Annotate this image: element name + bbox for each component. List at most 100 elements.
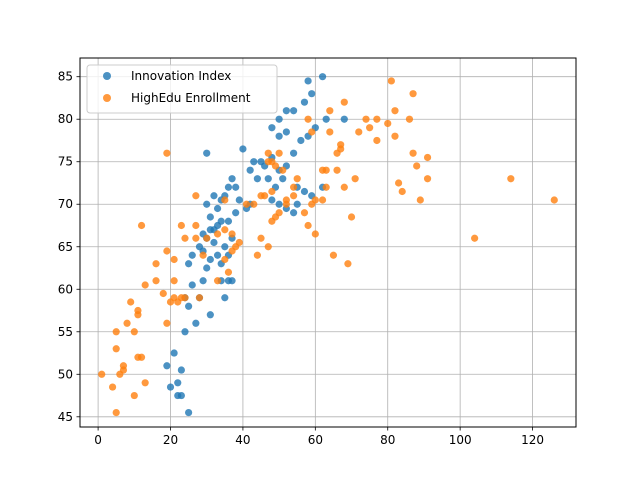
scatter-point bbox=[373, 115, 381, 123]
scatter-point bbox=[206, 311, 214, 319]
scatter-point bbox=[195, 243, 204, 251]
scatter-point bbox=[166, 383, 175, 391]
scatter-point bbox=[250, 158, 258, 166]
scatter-point bbox=[250, 200, 258, 208]
scatter-point bbox=[384, 119, 392, 128]
scatter-point bbox=[224, 183, 233, 191]
scatter-point bbox=[130, 391, 138, 400]
scatter-point bbox=[413, 162, 421, 170]
scatter-point bbox=[221, 255, 229, 264]
scatter-point bbox=[304, 221, 312, 230]
scatter-point bbox=[333, 166, 341, 174]
scatter-point bbox=[137, 221, 146, 230]
scatter-point bbox=[275, 115, 283, 123]
x-tick-label: 120 bbox=[521, 433, 544, 447]
y-tick-label: 75 bbox=[58, 155, 73, 169]
scatter-point bbox=[203, 234, 211, 242]
scatter-point bbox=[137, 353, 146, 361]
x-tick-label: 20 bbox=[163, 433, 178, 447]
scatter-point bbox=[192, 319, 200, 327]
scatter-point bbox=[127, 298, 135, 306]
scatter-point bbox=[308, 90, 316, 98]
scatter-point bbox=[351, 175, 359, 183]
scatter-point bbox=[239, 145, 247, 153]
scatter-point bbox=[398, 187, 406, 196]
data-points bbox=[98, 73, 558, 417]
scatter-point bbox=[253, 251, 262, 259]
scatter-point bbox=[228, 175, 236, 183]
scatter-point bbox=[290, 149, 298, 157]
scatter-point bbox=[192, 221, 200, 230]
scatter-point bbox=[308, 128, 316, 136]
scatter-point bbox=[347, 213, 356, 221]
scatter-point bbox=[275, 200, 283, 208]
scatter-point bbox=[112, 408, 120, 417]
y-tick-label: 85 bbox=[58, 70, 73, 84]
scatter-point bbox=[170, 349, 178, 357]
scatter-point bbox=[264, 243, 272, 251]
scatter-point bbox=[264, 149, 272, 157]
scatter-point bbox=[268, 124, 276, 132]
scatter-point bbox=[228, 277, 236, 285]
scatter-point bbox=[98, 370, 106, 378]
scatter-point bbox=[300, 209, 309, 217]
y-tick-label: 70 bbox=[58, 197, 73, 211]
scatter-point bbox=[297, 136, 305, 145]
scatter-point bbox=[163, 247, 171, 255]
scatter-point bbox=[224, 268, 233, 276]
scatter-point bbox=[185, 302, 193, 310]
scatter-point bbox=[152, 277, 160, 285]
scatter-point bbox=[235, 238, 243, 247]
scatter-point bbox=[282, 128, 290, 136]
scatter-point bbox=[188, 281, 196, 289]
scatter-point bbox=[279, 166, 287, 174]
scatter-point bbox=[391, 132, 399, 140]
scatter-point bbox=[134, 306, 142, 315]
scatter-point bbox=[232, 209, 240, 217]
scatter-point bbox=[293, 175, 301, 183]
scatter-point bbox=[405, 115, 414, 123]
y-tick-label: 60 bbox=[58, 282, 73, 296]
scatter-point bbox=[170, 255, 178, 264]
scatter-point bbox=[141, 281, 149, 289]
scatter-point bbox=[340, 98, 348, 106]
scatter-point bbox=[123, 319, 131, 327]
scatter-point bbox=[163, 149, 171, 157]
x-tick-label: 80 bbox=[380, 433, 395, 447]
scatter-point bbox=[228, 230, 236, 238]
scatter-point bbox=[257, 234, 265, 242]
scatter-point bbox=[293, 200, 301, 208]
scatter-point bbox=[235, 196, 243, 204]
scatter-point bbox=[391, 107, 399, 115]
scatter-point bbox=[409, 90, 417, 98]
scatter-point bbox=[322, 115, 330, 123]
scatter-point bbox=[242, 200, 251, 208]
scatter-point bbox=[416, 196, 424, 204]
x-tick-label: 0 bbox=[94, 433, 102, 447]
scatter-point bbox=[232, 183, 240, 191]
scatter-point bbox=[159, 289, 167, 298]
scatter-point bbox=[318, 166, 327, 174]
scatter-point bbox=[300, 98, 309, 106]
scatter-point bbox=[199, 277, 207, 285]
legend-label-innovation-index: Innovation Index bbox=[131, 69, 231, 83]
scatter-point bbox=[181, 328, 189, 336]
scatter-point bbox=[311, 230, 319, 238]
scatter-point bbox=[275, 209, 283, 217]
scatter-point bbox=[221, 226, 229, 234]
y-tick-label: 80 bbox=[58, 112, 73, 126]
series-1 bbox=[98, 77, 558, 417]
scatter-point bbox=[170, 277, 178, 285]
scatter-point bbox=[203, 264, 211, 272]
scatter-point bbox=[471, 234, 479, 242]
scatter-point bbox=[174, 379, 182, 387]
scatter-point bbox=[268, 196, 276, 204]
scatter-point bbox=[163, 319, 171, 327]
scatter-point bbox=[188, 251, 196, 259]
scatter-point bbox=[268, 187, 276, 196]
scatter-point bbox=[213, 204, 222, 213]
scatter-point bbox=[181, 234, 189, 242]
scatter-point bbox=[203, 149, 211, 157]
scatter-point bbox=[221, 196, 229, 204]
